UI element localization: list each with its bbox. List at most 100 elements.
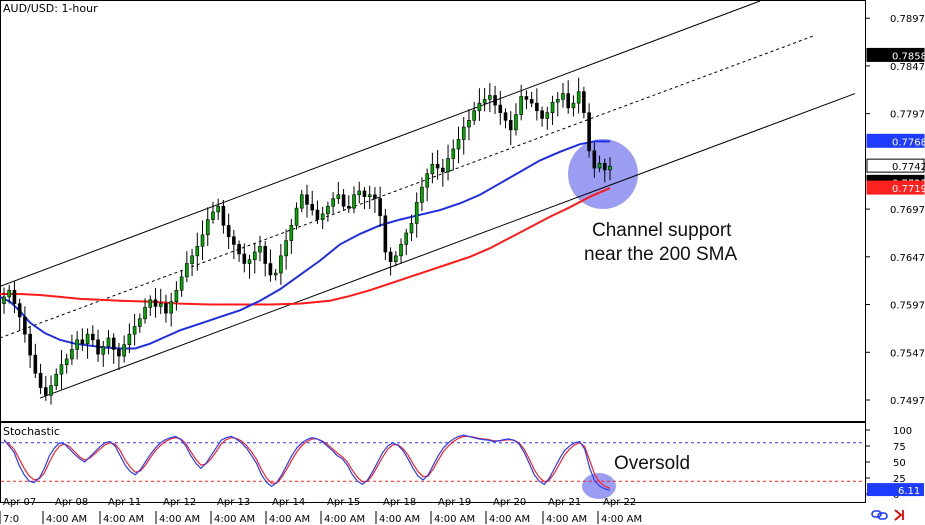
candle bbox=[273, 268, 278, 281]
candle bbox=[221, 199, 226, 234]
candle bbox=[263, 241, 268, 277]
candle bbox=[299, 190, 304, 213]
candle bbox=[430, 152, 435, 184]
candle bbox=[561, 82, 565, 108]
candle bbox=[195, 232, 200, 271]
annotation-channel-line2: near the 200 SMA bbox=[584, 244, 737, 265]
candle bbox=[54, 368, 59, 391]
x-tick-label: Apr 13 bbox=[217, 497, 250, 508]
x-sub-label: 4:00 AM bbox=[159, 514, 200, 525]
channel-mid-line bbox=[0, 34, 816, 339]
candle bbox=[336, 181, 341, 204]
sma100-line bbox=[0, 140, 610, 350]
candle bbox=[555, 92, 560, 117]
chart-title: AUD/USD: 1-hour bbox=[3, 2, 98, 15]
shift-chart-icon[interactable] bbox=[894, 509, 904, 521]
sma200-line bbox=[0, 187, 611, 306]
candle bbox=[106, 330, 111, 355]
y-tick-label: 0.7897 bbox=[890, 14, 925, 25]
x-sub-label: 4:00 AM bbox=[269, 514, 310, 525]
stochastic-panel bbox=[0, 422, 866, 503]
candle bbox=[608, 157, 612, 181]
candle bbox=[305, 184, 309, 218]
stochastic-title: Stochastic bbox=[3, 425, 60, 438]
candle bbox=[132, 313, 137, 346]
candle bbox=[362, 187, 367, 210]
candle bbox=[211, 201, 215, 224]
candle bbox=[252, 243, 257, 274]
candle bbox=[310, 190, 315, 216]
candle bbox=[138, 313, 142, 333]
candle bbox=[268, 249, 273, 282]
x-sub-label: 4:00 AM bbox=[546, 514, 587, 525]
candle bbox=[2, 287, 6, 314]
candle bbox=[493, 85, 497, 114]
x-tick-label: Apr 20 bbox=[493, 497, 526, 508]
candle bbox=[467, 109, 471, 141]
candle bbox=[242, 243, 247, 273]
candle bbox=[326, 201, 330, 222]
x-sub-label: 4:00 AM bbox=[601, 514, 642, 525]
candle bbox=[164, 294, 168, 323]
candle bbox=[508, 111, 513, 146]
candle bbox=[524, 90, 529, 110]
x-sub-label: 4:00 AM bbox=[46, 514, 87, 525]
x-tick-label: Apr 15 bbox=[327, 497, 360, 508]
candle bbox=[571, 95, 576, 117]
candle bbox=[111, 333, 116, 364]
candle bbox=[514, 103, 518, 136]
candle bbox=[158, 288, 163, 314]
candle bbox=[587, 103, 591, 158]
candle bbox=[38, 363, 43, 395]
candle bbox=[582, 86, 586, 119]
candle bbox=[357, 181, 362, 204]
candle bbox=[64, 353, 69, 374]
candle bbox=[169, 292, 173, 327]
y-tick-label: 0.7847 bbox=[890, 62, 925, 73]
candle bbox=[59, 350, 64, 390]
candle bbox=[80, 328, 85, 351]
stoch-current-text: 6.11 bbox=[898, 486, 920, 497]
candle bbox=[482, 88, 487, 112]
price-label-text: 0.7742 bbox=[892, 162, 925, 173]
candle bbox=[519, 84, 523, 121]
candle bbox=[91, 325, 95, 347]
y-tick-label: 0.7697 bbox=[890, 205, 925, 216]
candle bbox=[101, 340, 106, 367]
candle bbox=[331, 192, 335, 214]
candle bbox=[127, 323, 132, 354]
support-highlight-circle bbox=[568, 139, 638, 209]
y-tick-label: 0.7597 bbox=[890, 301, 925, 312]
x-tick-label: Apr 12 bbox=[163, 497, 196, 508]
candle bbox=[117, 342, 121, 371]
x-sub-label: 4:00 AM bbox=[103, 514, 144, 525]
candle bbox=[185, 251, 189, 283]
candle bbox=[409, 214, 414, 242]
x-sub-label: 4:00 AM bbox=[489, 514, 530, 525]
candle bbox=[435, 150, 440, 180]
y-tick-label: 0.7647 bbox=[890, 253, 925, 264]
candle bbox=[33, 343, 38, 378]
x-tick-label: Apr 19 bbox=[438, 497, 471, 508]
candle bbox=[237, 240, 241, 262]
candle bbox=[12, 281, 17, 314]
link-icon[interactable] bbox=[871, 510, 888, 520]
x-sub-label: 4:00 AM bbox=[214, 514, 255, 525]
candle bbox=[373, 187, 377, 214]
candle bbox=[414, 192, 419, 238]
candle bbox=[179, 270, 184, 297]
stoch-y-tick-label: 50 bbox=[893, 458, 906, 469]
candle bbox=[226, 213, 231, 250]
candle bbox=[174, 281, 179, 311]
y-tick-label: 0.7497 bbox=[890, 396, 925, 407]
candle bbox=[96, 329, 100, 362]
x-tick-label: Apr 18 bbox=[383, 497, 416, 508]
candle bbox=[446, 144, 450, 181]
stoch-y-tick-label: 25 bbox=[893, 474, 906, 485]
candle bbox=[232, 229, 236, 260]
candle bbox=[550, 95, 555, 125]
candle bbox=[190, 248, 194, 277]
y-tick-label: 0.7547 bbox=[890, 348, 925, 359]
candle bbox=[420, 177, 424, 212]
candle bbox=[545, 106, 550, 130]
